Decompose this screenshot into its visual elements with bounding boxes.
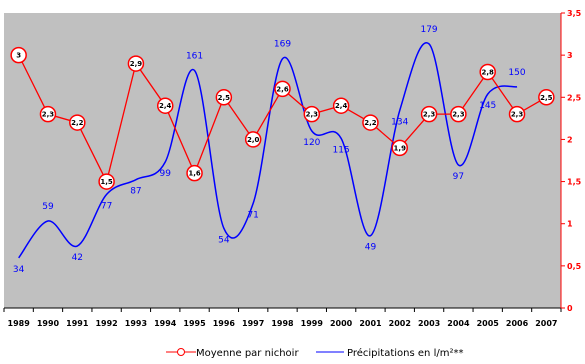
x-tick-label: 1989 [8,319,31,328]
y-tick-label: 1,5 [567,178,582,187]
y-tick-label: 0 [567,304,573,313]
precipitation-data-label: 150 [508,68,525,78]
moyenne-data-label: 2,3 [423,111,436,119]
moyenne-point [303,105,321,123]
x-tick-label: 2004 [447,319,470,328]
moyenne-data-label: 2,9 [130,60,143,68]
precipitation-data-label: 59 [42,202,54,212]
precipitation-data-label: 169 [274,40,291,50]
y-tick-label: 2 [567,135,573,144]
x-tick-label: 2001 [359,319,382,328]
precipitation-data-label: 99 [160,169,172,179]
precipitation-data-label: 120 [303,138,320,148]
precipitation-data-label: 54 [218,235,230,245]
y-axis-right: 0 0,5 1 1,5 2 2,5 3 3,5 [560,9,582,313]
plot-area [4,13,561,308]
precipitation-data-label: 42 [72,253,83,263]
moyenne-data-label: 2,6 [276,85,289,93]
x-tick-label: 1997 [242,319,264,328]
moyenne-data-label: 2,4 [159,102,172,110]
moyenne-point [479,63,496,81]
moyenne-data-label: 2,5 [540,94,553,102]
precipitation-data-label: 71 [247,210,258,220]
moyenne-data-label: 2,3 [42,111,55,119]
precipitation-data-label: 49 [365,243,377,253]
precipitation-data-label: 34 [13,265,25,275]
moyenne-data-label: 1,9 [394,144,407,152]
moyenne-point [186,164,203,182]
moyenne-point [215,89,233,106]
moyenne-point [127,55,145,72]
moyenne-data-label: 2,8 [482,69,495,77]
moyenne-data-label: 2,2 [364,119,377,127]
legend-marker-red [177,348,185,356]
x-tick-label: 2006 [506,319,529,328]
moyenne-point [362,114,379,131]
x-tick-label: 1992 [95,319,117,328]
legend-label-red: Moyenne par nichoir [196,348,299,359]
moyenne-data-label: 2,3 [452,111,465,119]
precipitation-data-label: 145 [479,101,496,111]
precipitation-data-label: 115 [333,145,350,155]
moyenne-data-label: 2,4 [335,102,348,110]
moyenne-data-label: 2,5 [218,94,231,102]
x-tick-label: 1991 [66,319,89,328]
moyenne-data-label: 1,6 [188,170,201,178]
x-tick-label: 2003 [418,319,440,328]
x-tick-label: 1995 [183,319,206,328]
moyenne-data-label: 3 [16,52,21,60]
moyenne-point [332,97,350,114]
moyenne-point [420,105,438,123]
x-tick-label: 1999 [301,319,324,328]
moyenne-point [274,80,291,98]
x-tick-label: 1996 [213,319,236,328]
series-moyenne: 3 2,3 2,2 1,5 2,9 2,4 1,6 2,5 2,0 2,6 2,3 2,4 2,2 1,9… [10,46,555,190]
precipitation-data-label: 161 [186,52,203,62]
moyenne-data-label: 1,5 [100,178,113,186]
legend: Moyenne par nichoir Précipitations en l/… [166,347,463,359]
moyenne-point [450,105,467,123]
moyenne-point [69,114,86,131]
x-tick-label: 1990 [37,319,60,328]
moyenne-data-label: 2,0 [247,136,260,144]
precipitation-data-label: 87 [130,187,141,197]
precipitation-data-label: 179 [420,25,437,35]
precipitation-data-label: 97 [453,172,464,182]
series-precipitations: 34 59 42 77 87 99 161 54 71 169 120 115 49 134 179 97 14… [13,25,526,275]
moyenne-point [10,46,27,64]
moyenne-data-label: 2,3 [511,111,524,119]
moyenne-point [391,139,409,157]
x-tick-label: 2007 [535,319,557,328]
precipitation-data-label: 77 [101,201,112,211]
moyenne-point [538,89,555,106]
x-tick-label: 2000 [330,319,353,328]
moyenne-data-label: 2,2 [71,119,84,127]
x-tick-label: 2005 [477,319,500,328]
precipitation-line [18,42,518,259]
y-tick-label: 3 [567,51,573,60]
x-tick-label: 2002 [389,319,411,328]
precipitation-data-label: 134 [391,117,408,127]
legend-label-blue: Précipitations en l/m²** [347,347,463,359]
moyenne-point [156,97,174,114]
x-tick-label: 1998 [271,319,294,328]
x-tick-label: 1993 [125,319,147,328]
y-tick-label: 1 [567,220,573,229]
moyenne-point [39,105,57,123]
y-tick-label: 0,5 [567,262,582,271]
moyenne-point [244,131,262,148]
y-tick-label: 2,5 [567,93,582,102]
moyenne-point [98,173,115,190]
x-tick-label: 1994 [154,319,177,328]
moyenne-point [508,105,526,123]
moyenne-data-label: 2,3 [306,111,319,119]
y-tick-label: 3,5 [567,9,582,18]
x-axis: 1989 1990 1991 1992 1993 1994 1995 1996 1997 1998… [3,307,562,328]
